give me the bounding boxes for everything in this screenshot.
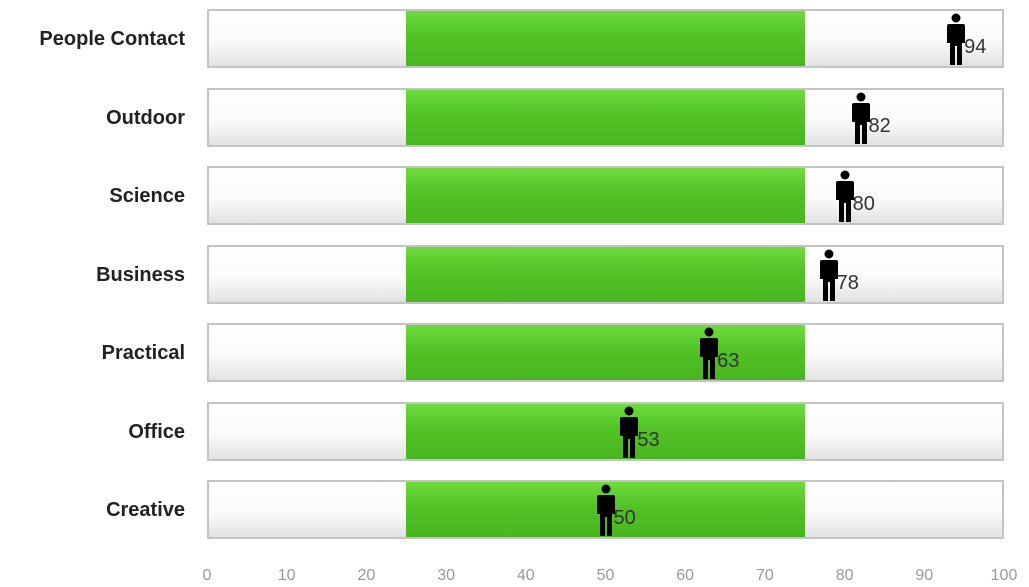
x-tick-label: 80 bbox=[835, 567, 854, 584]
x-tick-label: 100 bbox=[990, 567, 1018, 584]
person-icon bbox=[699, 327, 719, 379]
category-label: Science bbox=[109, 184, 185, 207]
x-tick-label: 40 bbox=[516, 567, 535, 584]
x-tick-label: 20 bbox=[357, 567, 376, 584]
person-icon bbox=[619, 406, 639, 458]
category-label: Business bbox=[96, 263, 185, 286]
x-tick-label: 0 bbox=[202, 567, 212, 584]
x-tick-label: 50 bbox=[596, 567, 615, 584]
value-label: 94 bbox=[964, 36, 987, 58]
average-range-band bbox=[406, 90, 805, 145]
bar-track bbox=[207, 9, 1004, 68]
value-label: 50 bbox=[613, 507, 636, 529]
average-range-band bbox=[406, 168, 805, 223]
value-label: 82 bbox=[868, 115, 891, 137]
person-icon bbox=[835, 170, 855, 222]
person-icon bbox=[946, 13, 966, 65]
bar-track bbox=[207, 88, 1004, 147]
person-icon bbox=[851, 92, 871, 144]
value-label: 63 bbox=[717, 350, 740, 372]
average-range-band bbox=[406, 247, 805, 302]
category-label: Creative bbox=[106, 498, 185, 521]
x-tick-label: 70 bbox=[755, 567, 774, 584]
person-icon bbox=[819, 249, 839, 301]
average-range-band bbox=[406, 325, 805, 380]
bar-track bbox=[207, 402, 1004, 461]
x-tick-label: 10 bbox=[277, 567, 296, 584]
value-label: 80 bbox=[852, 193, 875, 215]
category-label: Office bbox=[128, 420, 185, 443]
bar-track bbox=[207, 166, 1004, 225]
category-label: Practical bbox=[101, 341, 185, 364]
x-tick-label: 60 bbox=[676, 567, 695, 584]
category-label: Outdoor bbox=[106, 106, 185, 129]
value-label: 53 bbox=[637, 429, 660, 451]
value-label: 78 bbox=[836, 272, 859, 294]
x-tick-label: 90 bbox=[915, 567, 934, 584]
x-tick-label: 30 bbox=[437, 567, 455, 584]
bar-track bbox=[207, 323, 1004, 382]
average-range-band bbox=[406, 404, 805, 459]
average-range-band bbox=[406, 11, 805, 66]
category-label: People Contact bbox=[39, 27, 185, 50]
bar-track bbox=[207, 245, 1004, 304]
person-icon bbox=[596, 484, 616, 536]
